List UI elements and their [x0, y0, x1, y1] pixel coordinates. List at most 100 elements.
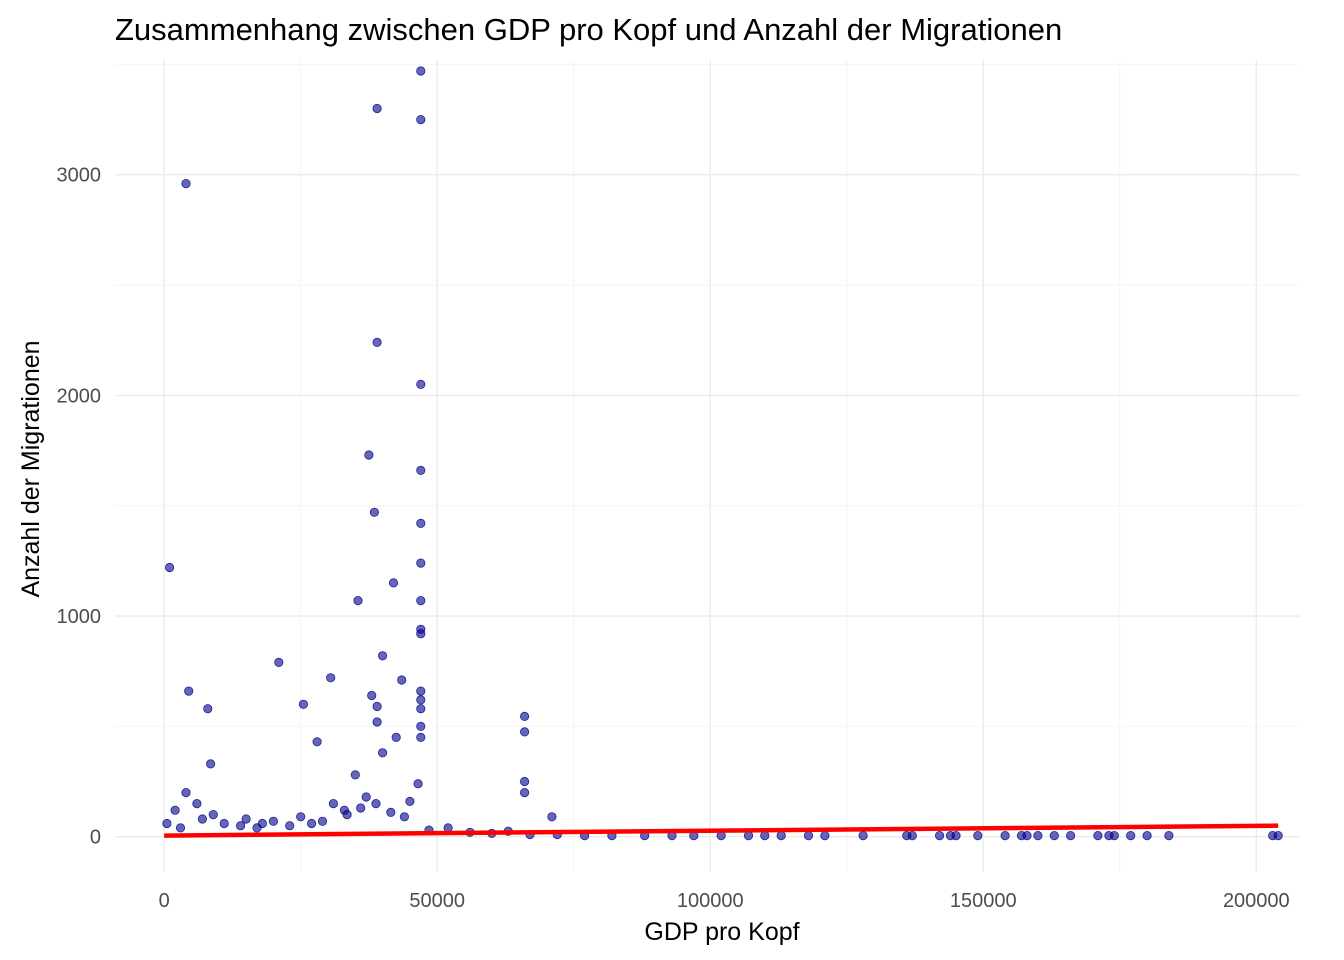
data-point [296, 812, 306, 822]
y-tick-label: 1000 [57, 606, 102, 628]
data-point [197, 814, 207, 824]
data-point [399, 812, 409, 822]
data-point [317, 816, 328, 826]
data-point [416, 721, 426, 732]
data-point [361, 792, 371, 802]
data-point [372, 103, 382, 114]
y-tick-label: 0 [90, 827, 101, 849]
data-point [519, 776, 530, 787]
data-point [203, 704, 213, 714]
data-point [285, 821, 295, 831]
data-point [208, 809, 218, 820]
data-point [175, 823, 186, 833]
data-point [206, 759, 216, 769]
data-point [1000, 830, 1010, 841]
data-point [391, 732, 401, 743]
data-point [252, 823, 262, 833]
data-point [405, 796, 415, 807]
trend-line [164, 823, 1279, 838]
x-axis-ticks: 0 50000 100000 150000 200000 [159, 890, 1290, 912]
x-tick-label: 0 [159, 890, 170, 912]
data-point [184, 686, 194, 696]
data-point [1164, 830, 1174, 841]
data-point [1109, 830, 1119, 841]
data-point [369, 507, 379, 517]
data-point [951, 830, 961, 841]
x-axis-title: GDP pro Kopf [644, 918, 799, 946]
data-point [1066, 830, 1076, 841]
x-tick-label: 150000 [950, 890, 1017, 912]
data-point [298, 699, 308, 709]
data-point [820, 830, 830, 841]
data-point [236, 821, 246, 831]
data-point [1126, 830, 1136, 841]
data-point [1093, 830, 1103, 841]
data-point [413, 779, 423, 789]
data-point [192, 798, 202, 809]
trend-line-layer [164, 823, 1279, 838]
x-tick-label: 50000 [409, 890, 465, 912]
y-axis-title: Anzahl der Migrationen [17, 340, 45, 597]
data-point [416, 66, 426, 76]
chart-title: Zusammenhang zwischen GDP pro Kopf und A… [115, 12, 1062, 47]
data-point [386, 807, 396, 818]
data-point [350, 770, 360, 780]
data-point [1273, 830, 1283, 841]
data-point [416, 465, 426, 475]
data-point [416, 379, 426, 389]
data-point [377, 748, 388, 758]
data-point [367, 690, 377, 701]
data-point [162, 818, 172, 829]
data-point [416, 732, 426, 743]
data-point [416, 704, 426, 714]
x-tick-label: 100000 [677, 890, 744, 912]
data-point [776, 830, 786, 841]
data-point [1033, 830, 1043, 841]
data-point [416, 518, 426, 529]
data-point [416, 629, 426, 639]
data-point [858, 830, 868, 841]
data-point [907, 830, 917, 841]
data-point [377, 651, 388, 661]
data-point [1142, 830, 1152, 841]
data-point [388, 578, 399, 588]
data-point [416, 686, 426, 696]
data-point [519, 727, 530, 737]
data-point [416, 115, 426, 125]
y-tick-label: 3000 [57, 165, 102, 187]
data-point [328, 798, 338, 809]
data-point [181, 787, 191, 798]
data-point [306, 818, 317, 829]
data-point [165, 562, 175, 573]
data-point [547, 812, 557, 822]
data-point [372, 717, 382, 727]
data-point [371, 798, 381, 809]
data-point [356, 803, 366, 813]
data-point [219, 818, 229, 829]
y-tick-label: 2000 [57, 385, 102, 407]
data-point [268, 816, 278, 826]
data-point [416, 558, 426, 568]
data-point [416, 595, 426, 606]
data-point [519, 711, 530, 722]
data-point [1022, 830, 1032, 841]
grid-lines [115, 60, 1300, 872]
data-point [760, 830, 770, 841]
data-point [803, 830, 814, 841]
data-point [241, 814, 251, 824]
data-point [372, 337, 382, 347]
data-point [170, 805, 180, 815]
data-point [372, 701, 382, 712]
data-point [416, 695, 426, 705]
data-point [519, 787, 530, 798]
data-point [274, 657, 284, 668]
data-points [162, 66, 1283, 841]
data-point [181, 179, 191, 189]
data-point [973, 830, 983, 841]
data-point [1049, 830, 1059, 841]
x-tick-label: 200000 [1223, 890, 1290, 912]
data-point [397, 675, 407, 685]
data-point [364, 450, 374, 460]
